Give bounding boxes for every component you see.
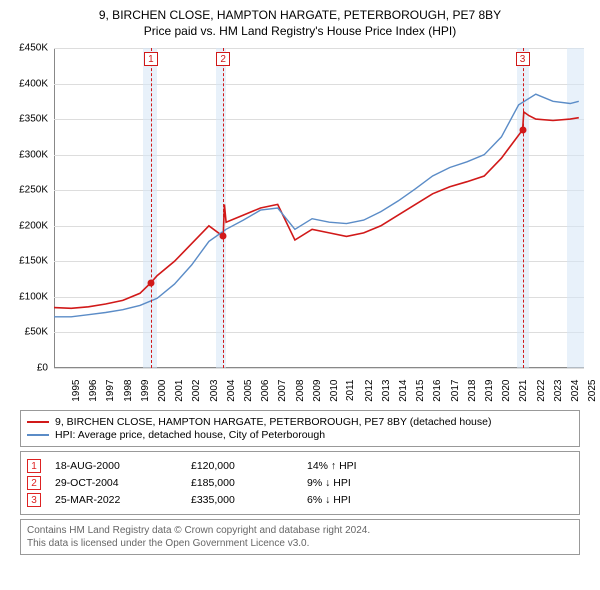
x-tick-label: 2018 [467, 380, 478, 402]
x-tick-label: 1999 [140, 380, 151, 402]
x-tick-label: 1998 [122, 380, 133, 402]
chart-container: 9, BIRCHEN CLOSE, HAMPTON HARGATE, PETER… [0, 0, 600, 565]
title-block: 9, BIRCHEN CLOSE, HAMPTON HARGATE, PETER… [10, 8, 590, 38]
y-tick-label: £250K [19, 185, 48, 196]
legend: 9, BIRCHEN CLOSE, HAMPTON HARGATE, PETER… [20, 410, 580, 447]
y-tick-label: £450K [19, 43, 48, 54]
y-tick-label: £200K [19, 220, 48, 231]
event-marker: 2 [27, 476, 41, 490]
event-marker: 3 [27, 493, 41, 507]
event-price: £120,000 [191, 460, 301, 472]
x-tick-label: 2022 [535, 380, 546, 402]
event-marker: 1 [27, 459, 41, 473]
x-tick-label: 2015 [415, 380, 426, 402]
marker-point [220, 233, 227, 240]
event-delta: 14% ↑ HPI [307, 460, 417, 472]
x-tick-label: 2017 [449, 380, 460, 402]
x-tick-label: 2007 [277, 380, 288, 402]
legend-item: 9, BIRCHEN CLOSE, HAMPTON HARGATE, PETER… [27, 416, 573, 428]
x-tick-label: 1996 [88, 380, 99, 402]
event-delta: 6% ↓ HPI [307, 494, 417, 506]
footer: Contains HM Land Registry data © Crown c… [20, 519, 580, 555]
event-price: £185,000 [191, 477, 301, 489]
x-tick-label: 2020 [501, 380, 512, 402]
x-tick-label: 1995 [71, 380, 82, 402]
x-tick-label: 2012 [363, 380, 374, 402]
y-tick-label: £300K [19, 149, 48, 160]
x-tick-label: 2019 [484, 380, 495, 402]
marker-point [147, 279, 154, 286]
event-date: 29-OCT-2004 [55, 477, 185, 489]
y-tick-label: £350K [19, 114, 48, 125]
grid-line [54, 368, 584, 369]
series-property [54, 112, 579, 308]
y-tick-label: £150K [19, 256, 48, 267]
marker-box: 2 [216, 52, 230, 66]
legend-swatch [27, 434, 49, 436]
y-tick-label: £50K [25, 327, 48, 338]
x-tick-label: 2001 [174, 380, 185, 402]
event-date: 18-AUG-2000 [55, 460, 185, 472]
title-subtitle: Price paid vs. HM Land Registry's House … [10, 24, 590, 38]
x-tick-label: 2010 [329, 380, 340, 402]
x-tick-label: 2000 [157, 380, 168, 402]
event-row: 3 25-MAR-2022 £335,000 6% ↓ HPI [27, 493, 573, 507]
y-tick-label: £0 [37, 363, 48, 374]
x-tick-label: 2014 [398, 380, 409, 402]
x-tick-label: 2004 [226, 380, 237, 402]
title-address: 9, BIRCHEN CLOSE, HAMPTON HARGATE, PETER… [10, 8, 590, 22]
x-tick-label: 2013 [380, 380, 391, 402]
marker-vline [523, 48, 524, 368]
legend-label: 9, BIRCHEN CLOSE, HAMPTON HARGATE, PETER… [55, 416, 491, 428]
x-tick-label: 2008 [294, 380, 305, 402]
series-svg [54, 48, 584, 368]
footer-line1: Contains HM Land Registry data © Crown c… [27, 524, 573, 537]
event-price: £335,000 [191, 494, 301, 506]
series-hpi [54, 94, 579, 317]
x-tick-label: 2024 [570, 380, 581, 402]
x-tick-label: 2005 [243, 380, 254, 402]
plot-area: 1 2 3 [54, 48, 584, 368]
marker-box: 1 [144, 52, 158, 66]
event-date: 25-MAR-2022 [55, 494, 185, 506]
chart-area: £0 £50K £100K £150K £200K £250K £300K £350K £400… [10, 44, 590, 404]
marker-point [519, 126, 526, 133]
x-tick-label: 1997 [105, 380, 116, 402]
x-axis: 1995 1996 1997 1998 1999 2000 2001 2002 2003 2004… [54, 370, 584, 404]
y-tick-label: £100K [19, 291, 48, 302]
x-tick-label: 2023 [553, 380, 564, 402]
legend-label: HPI: Average price, detached house, City… [55, 429, 325, 441]
x-tick-label: 2006 [260, 380, 271, 402]
x-tick-label: 2009 [312, 380, 323, 402]
x-tick-label: 2016 [432, 380, 443, 402]
legend-swatch [27, 421, 49, 423]
x-tick-label: 2021 [518, 380, 529, 402]
event-row: 1 18-AUG-2000 £120,000 14% ↑ HPI [27, 459, 573, 473]
events-table: 1 18-AUG-2000 £120,000 14% ↑ HPI 2 29-OCT-200… [20, 451, 580, 515]
event-delta: 9% ↓ HPI [307, 477, 417, 489]
footer-line2: This data is licensed under the Open Gov… [27, 537, 573, 550]
marker-vline [151, 48, 152, 368]
marker-vline [223, 48, 224, 368]
x-tick-label: 2025 [587, 380, 598, 402]
legend-item: HPI: Average price, detached house, City… [27, 429, 573, 441]
marker-box: 3 [516, 52, 530, 66]
y-tick-label: £400K [19, 78, 48, 89]
event-row: 2 29-OCT-2004 £185,000 9% ↓ HPI [27, 476, 573, 490]
x-tick-label: 2002 [191, 380, 202, 402]
x-tick-label: 2011 [345, 380, 356, 402]
x-tick-label: 2003 [208, 380, 219, 402]
y-axis: £0£50K£100K£150K£200K£250K£300K£350K£400… [10, 48, 52, 368]
